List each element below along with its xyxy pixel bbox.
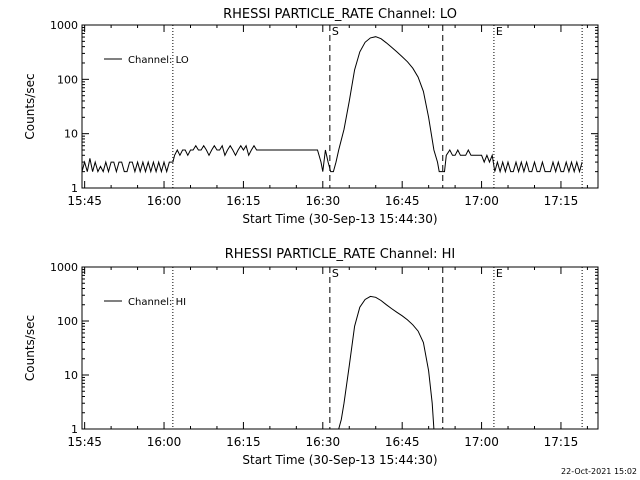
x-tick-label: 16:30 bbox=[306, 194, 341, 208]
y-axis-label: Counts/sec bbox=[23, 315, 37, 381]
x-tick-label: 16:00 bbox=[147, 435, 182, 449]
chart-title: RHESSI PARTICLE_RATE Channel: HI bbox=[225, 247, 455, 262]
y-tick-label: 100 bbox=[57, 73, 78, 86]
x-tick-label: 16:45 bbox=[385, 435, 420, 449]
y-tick-label: 100 bbox=[57, 315, 78, 328]
y-tick-label: 1 bbox=[71, 182, 78, 195]
y-axis-label: Counts/sec bbox=[23, 73, 37, 139]
x-tick-label: 15:45 bbox=[67, 435, 102, 449]
x-tick-label: 17:00 bbox=[464, 194, 499, 208]
event-marker-label: S bbox=[332, 25, 339, 38]
y-tick-label: 1000 bbox=[50, 261, 78, 274]
x-tick-label: 16:15 bbox=[226, 435, 261, 449]
hi-channel-panel: RHESSI PARTICLE_RATE Channel: HI 1 10 100 10… bbox=[23, 247, 599, 467]
footer-timestamp: 22-Oct-2021 15:02 bbox=[561, 467, 637, 476]
x-axis-label: Start Time (30-Sep-13 15:44:30) bbox=[242, 453, 437, 467]
x-tick-label: 16:45 bbox=[385, 194, 420, 208]
x-tick-label: 16:15 bbox=[226, 194, 261, 208]
y-tick-label: 10 bbox=[64, 369, 78, 382]
event-marker-label: E bbox=[496, 267, 503, 280]
y-tick-label: 1000 bbox=[50, 19, 78, 32]
plot-frame bbox=[81, 24, 599, 189]
x-tick-label: 16:30 bbox=[306, 435, 341, 449]
event-marker-label: S bbox=[332, 267, 339, 280]
x-tick-label: 16:00 bbox=[147, 194, 182, 208]
x-tick-label: 17:15 bbox=[544, 194, 579, 208]
series-line bbox=[81, 36, 583, 174]
x-tick-label: 17:15 bbox=[544, 435, 579, 449]
lo-channel-panel: RHESSI PARTICLE_RATE Channel: LO 1 10 100 10… bbox=[23, 7, 599, 226]
x-tick-label: 17:00 bbox=[464, 435, 499, 449]
x-tick-label: 15:45 bbox=[67, 194, 102, 208]
chart-title: RHESSI PARTICLE_RATE Channel: LO bbox=[223, 7, 457, 22]
y-tick-label: 1 bbox=[71, 423, 78, 436]
legend-label: Channel: HI bbox=[128, 297, 186, 308]
x-axis-label: Start Time (30-Sep-13 15:44:30) bbox=[242, 212, 437, 226]
plot-frame bbox=[81, 266, 599, 430]
y-tick-label: 10 bbox=[64, 128, 78, 141]
series-line bbox=[338, 295, 435, 430]
event-marker-label: E bbox=[496, 25, 503, 38]
legend-label: Channel: LO bbox=[128, 55, 189, 66]
